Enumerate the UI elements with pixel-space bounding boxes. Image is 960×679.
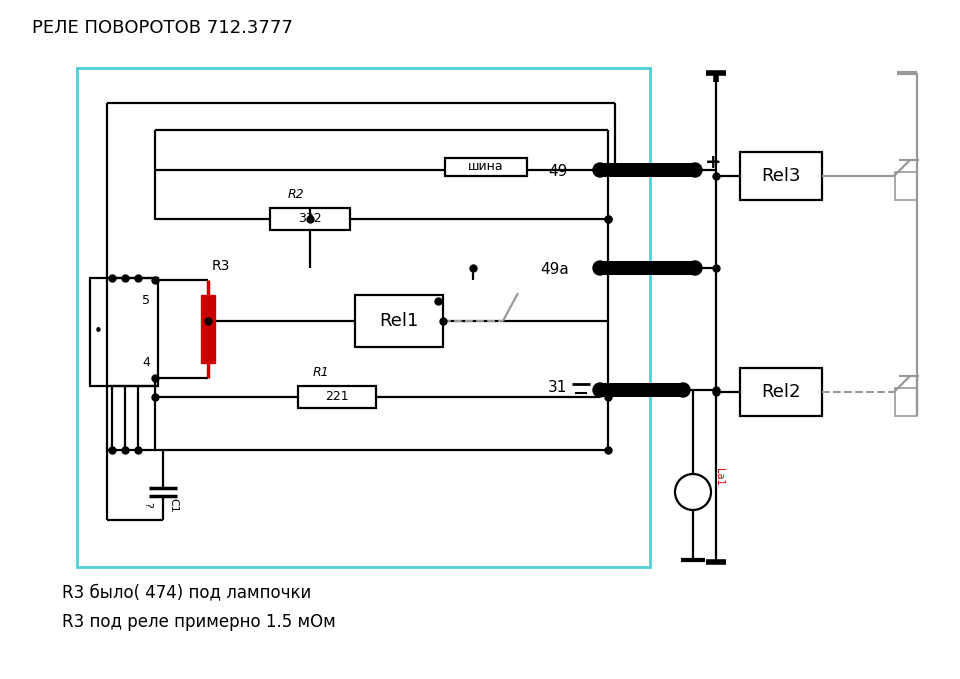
Bar bbox=[298, 386, 376, 408]
Ellipse shape bbox=[593, 383, 607, 397]
Bar bbox=[90, 278, 158, 386]
Text: РЕЛЕ ПОВОРОТОВ 712.3777: РЕЛЕ ПОВОРОТОВ 712.3777 bbox=[32, 19, 293, 37]
Bar bbox=[270, 208, 350, 230]
Bar bbox=[895, 388, 917, 416]
Text: шина: шина bbox=[468, 160, 504, 174]
Text: Rel2: Rel2 bbox=[761, 383, 801, 401]
Ellipse shape bbox=[688, 163, 702, 177]
Text: La1: La1 bbox=[714, 469, 724, 485]
Bar bbox=[600, 261, 695, 275]
Text: R3 под реле примерно 1.5 мОм: R3 под реле примерно 1.5 мОм bbox=[62, 613, 336, 631]
Bar bbox=[201, 295, 215, 363]
Text: •: • bbox=[93, 325, 103, 340]
Circle shape bbox=[675, 474, 711, 510]
Text: 332: 332 bbox=[299, 213, 322, 225]
Text: 31: 31 bbox=[548, 380, 567, 395]
Text: ?: ? bbox=[142, 502, 152, 508]
Text: +: + bbox=[705, 153, 722, 172]
Text: R3: R3 bbox=[212, 259, 230, 273]
Text: 1.5 М: 1.5 М bbox=[203, 316, 213, 342]
Bar bbox=[740, 368, 822, 416]
Bar bbox=[600, 383, 683, 397]
Text: R3 было( 474) под лампочки: R3 было( 474) под лампочки bbox=[62, 583, 311, 601]
Text: R1: R1 bbox=[313, 367, 329, 380]
Bar bbox=[600, 163, 695, 177]
Text: R2: R2 bbox=[288, 189, 304, 202]
Ellipse shape bbox=[593, 261, 607, 275]
Text: 49a: 49a bbox=[540, 263, 568, 278]
Bar bbox=[77, 68, 650, 567]
Ellipse shape bbox=[593, 163, 607, 177]
Text: C1: C1 bbox=[168, 498, 178, 513]
Text: Rel3: Rel3 bbox=[761, 167, 801, 185]
Bar bbox=[740, 152, 822, 200]
Bar bbox=[445, 158, 527, 176]
Ellipse shape bbox=[676, 383, 690, 397]
Text: 221: 221 bbox=[325, 390, 348, 403]
Bar bbox=[355, 295, 443, 347]
Text: 49: 49 bbox=[548, 164, 567, 179]
Text: Rel1: Rel1 bbox=[379, 312, 419, 330]
Text: 4: 4 bbox=[142, 356, 150, 369]
Text: 5: 5 bbox=[142, 293, 150, 306]
Bar bbox=[895, 172, 917, 200]
Ellipse shape bbox=[688, 261, 702, 275]
